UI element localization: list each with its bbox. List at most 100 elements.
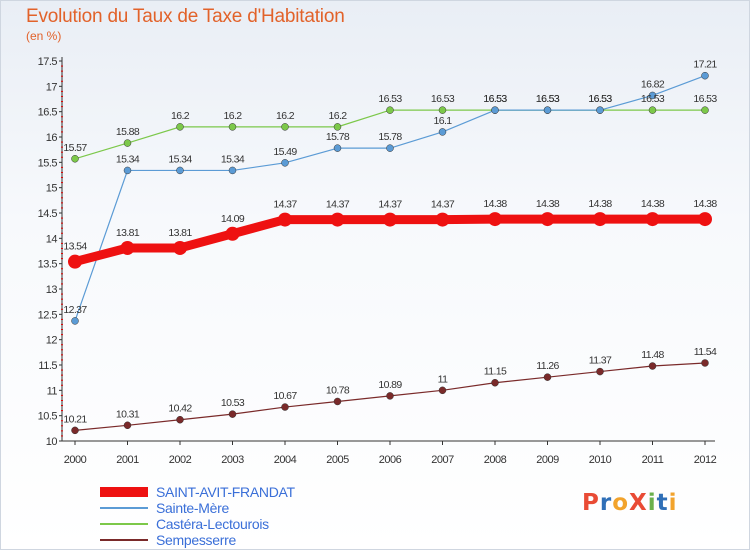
chart-title: Evolution du Taux de Taxe d'Habitation xyxy=(26,6,345,27)
data-label: 16.2 xyxy=(276,110,295,122)
y-tick-label: 10.5 xyxy=(38,411,58,423)
data-point xyxy=(176,415,184,424)
legend-swatch xyxy=(100,539,148,541)
data-label: 14.38 xyxy=(588,198,612,210)
data-point xyxy=(330,212,345,227)
data-point xyxy=(281,403,289,411)
logo-letter: o xyxy=(612,490,630,516)
data-point xyxy=(176,166,184,175)
y-tick-label: 10 xyxy=(46,436,58,448)
data-point xyxy=(438,128,447,136)
data-point xyxy=(435,212,450,227)
data-point xyxy=(228,410,237,418)
data-label: 16.53 xyxy=(536,93,560,105)
data-point xyxy=(491,378,499,387)
data-label: 12.37 xyxy=(63,304,87,316)
data-point xyxy=(333,123,342,131)
data-label: 10.78 xyxy=(326,384,350,396)
data-label: 16.2 xyxy=(223,110,242,122)
data-point xyxy=(281,123,289,131)
data-label: 15.34 xyxy=(221,153,245,165)
y-tick-label: 14 xyxy=(46,233,58,245)
x-tick-label: 2003 xyxy=(221,454,244,466)
logo-letter: i xyxy=(647,490,657,516)
data-point xyxy=(120,240,135,255)
data-point xyxy=(701,71,709,80)
legend-label: Sempesserre xyxy=(156,532,236,548)
data-label: 15.34 xyxy=(168,153,192,165)
data-point xyxy=(71,426,79,435)
data-label: 14.38 xyxy=(693,198,717,210)
data-point xyxy=(596,106,604,114)
y-tick-label: 13 xyxy=(46,284,58,296)
data-label: 17.21 xyxy=(693,59,717,71)
data-label: 10.21 xyxy=(63,413,87,425)
data-point xyxy=(225,226,240,241)
x-tick-label: 2009 xyxy=(536,454,559,466)
legend-swatch xyxy=(100,523,148,525)
data-label: 11.37 xyxy=(589,355,612,367)
y-tick-label: 12.5 xyxy=(38,309,58,321)
legend-swatch xyxy=(100,487,148,497)
data-point xyxy=(701,359,709,367)
data-point xyxy=(701,106,709,114)
data-point xyxy=(68,254,82,269)
data-label: 15.78 xyxy=(378,131,402,143)
legend-swatch xyxy=(100,507,148,509)
data-label: 14.38 xyxy=(483,198,507,210)
x-tick-label: 2004 xyxy=(274,454,297,466)
data-point xyxy=(333,397,342,406)
data-point xyxy=(123,166,132,175)
data-label: 16.53 xyxy=(588,93,612,105)
data-label: 11 xyxy=(438,373,448,385)
data-label: 10.31 xyxy=(116,408,140,420)
data-label: 11.26 xyxy=(536,360,559,372)
data-point xyxy=(383,212,397,227)
data-point xyxy=(648,91,657,100)
data-point xyxy=(123,139,132,147)
data-point xyxy=(228,123,237,131)
legend-label: Sainte-Mère xyxy=(156,500,229,516)
x-tick-label: 2007 xyxy=(431,454,454,466)
data-label: 15.78 xyxy=(326,131,350,143)
data-label: 10.42 xyxy=(168,403,192,415)
data-label: 16.53 xyxy=(536,93,560,105)
data-label: 16.1 xyxy=(433,115,452,127)
data-label: 16.2 xyxy=(328,110,347,122)
data-point xyxy=(228,166,237,175)
data-point xyxy=(543,106,552,114)
data-point xyxy=(543,373,552,381)
y-tick-label: 15 xyxy=(46,183,58,195)
data-point xyxy=(648,106,657,114)
y-tick-label: 13.5 xyxy=(38,259,58,271)
data-label: 16.2 xyxy=(171,110,190,122)
data-label: 16.53 xyxy=(483,93,507,105)
data-label: 14.09 xyxy=(221,213,245,225)
y-tick-label: 15.5 xyxy=(38,157,58,169)
data-label: 14.38 xyxy=(641,198,665,210)
x-tick-label: 2011 xyxy=(642,454,664,466)
data-label: 14.37 xyxy=(273,199,297,211)
y-tick-label: 11.5 xyxy=(38,360,57,372)
y-tick-label: 17.5 xyxy=(38,56,58,68)
x-tick-label: 2012 xyxy=(694,454,717,466)
data-point xyxy=(176,123,184,131)
logo-letter: X xyxy=(629,490,648,516)
data-point xyxy=(491,106,499,114)
data-point xyxy=(648,362,657,370)
data-point xyxy=(593,212,607,227)
data-label: 10.53 xyxy=(221,397,245,409)
y-tick-label: 11 xyxy=(47,385,58,397)
data-label: 13.81 xyxy=(168,227,192,239)
y-tick-label: 14.5 xyxy=(38,208,58,220)
chart-subtitle: (en %) xyxy=(26,29,62,43)
data-point xyxy=(123,421,132,430)
logo-letter: i xyxy=(668,490,678,516)
data-point xyxy=(71,317,79,325)
data-label: 16.53 xyxy=(378,93,402,105)
x-tick-label: 2001 xyxy=(116,454,139,466)
data-label: 15.57 xyxy=(63,142,87,154)
data-label: 11.54 xyxy=(694,346,717,358)
legend-label: Castéra-Lectourois xyxy=(156,516,269,532)
